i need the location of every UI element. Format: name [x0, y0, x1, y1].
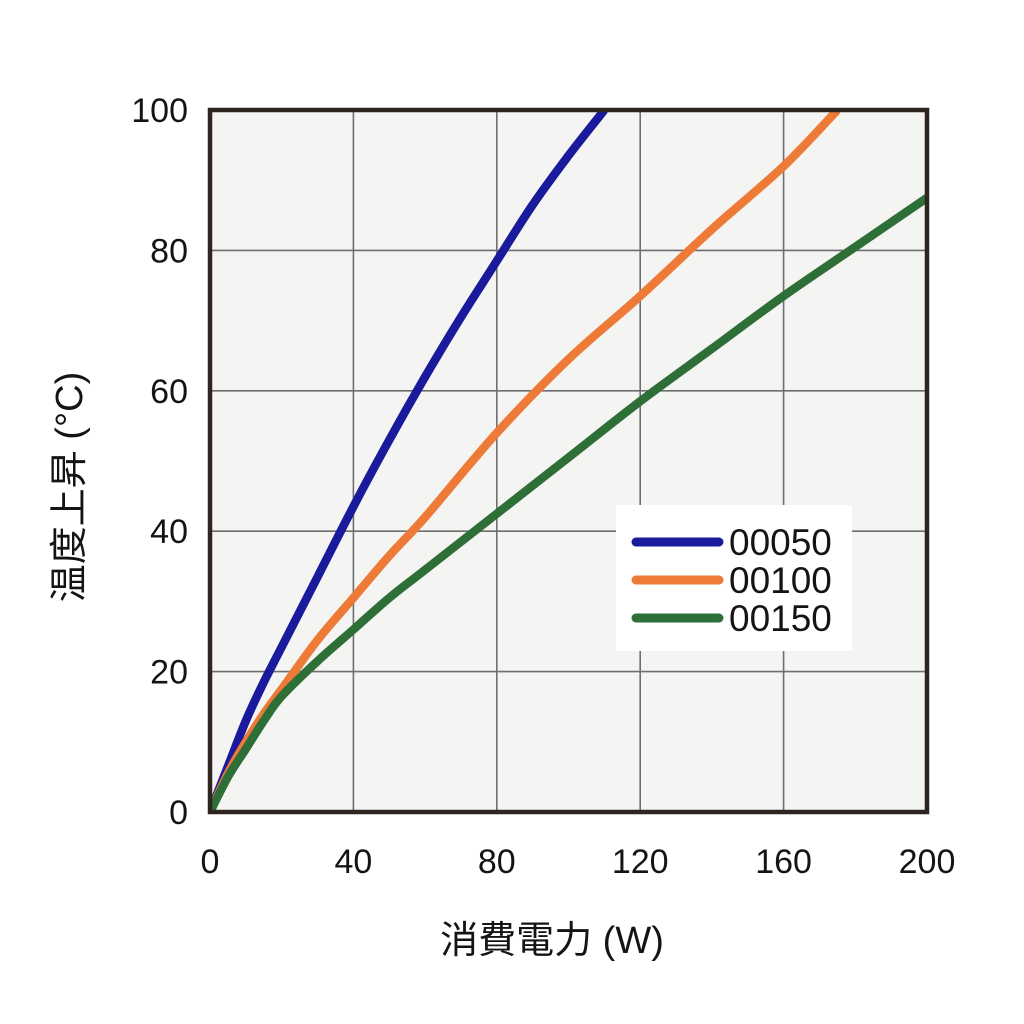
legend-label-00050: 00050 [729, 522, 832, 563]
tick-label-layer: 0 40 80 120 160 200 0 20 40 60 80 100 [131, 92, 955, 881]
y-tick-label-0: 0 [169, 794, 188, 832]
series-line-00050 [210, 110, 608, 812]
x-tick-label-40: 40 [334, 843, 372, 881]
y-tick-label-20: 20 [150, 654, 188, 692]
plot-frame-layer [207, 107, 930, 815]
y-axis-title: 温度上昇 (°C) [49, 372, 91, 603]
x-tick-label-0: 0 [201, 843, 220, 881]
x-tick-label-120: 120 [612, 843, 669, 881]
x-tick-label-200: 200 [899, 843, 956, 881]
y-tick-label-60: 60 [150, 373, 188, 411]
x-tick-label-80: 80 [478, 843, 516, 881]
x-axis-title: 消費電力 (W) [440, 920, 664, 962]
y-tick-label-100: 100 [131, 92, 188, 130]
series-line-00150 [210, 194, 927, 812]
y-tick-label-40: 40 [150, 513, 188, 551]
x-tick-label-160: 160 [755, 843, 812, 881]
legend-label-00150: 00150 [729, 598, 832, 639]
y-tick-label-80: 80 [150, 232, 188, 270]
plot-frame [207, 107, 930, 815]
gridline-layer [210, 110, 927, 812]
legend-label-00100: 00100 [729, 560, 832, 601]
series-layer [210, 110, 927, 812]
